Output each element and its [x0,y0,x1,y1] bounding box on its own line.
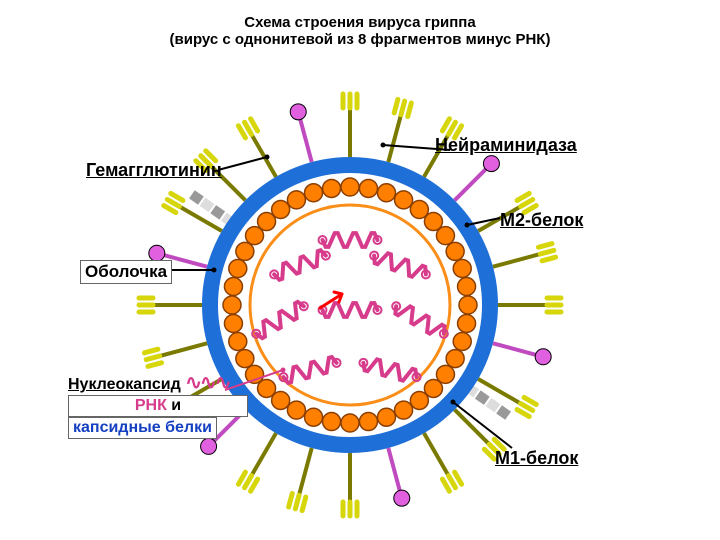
nucleocapsid-wave-icon: ∿∿∿ [185,372,229,394]
label-hemagglutinin: Гемагглютинин [86,160,222,181]
label-envelope: Оболочка [80,260,172,284]
nucleocapsid-rna: РНК [135,397,167,414]
nucleocapsid-capsid: капсидные белки [68,417,217,439]
label-m2-protein: М2-белок [500,210,583,231]
label-m1-protein: М1-белок [495,448,578,469]
nucleocapsid-and: и [171,397,181,414]
label-nucleocapsid: Нуклеокапсид ∿∿∿ РНК и капсидные белки [68,370,248,439]
label-neuraminidase: Нейраминидаза [435,135,577,156]
nucleocapsid-l1: Нуклеокапсид [68,376,181,393]
